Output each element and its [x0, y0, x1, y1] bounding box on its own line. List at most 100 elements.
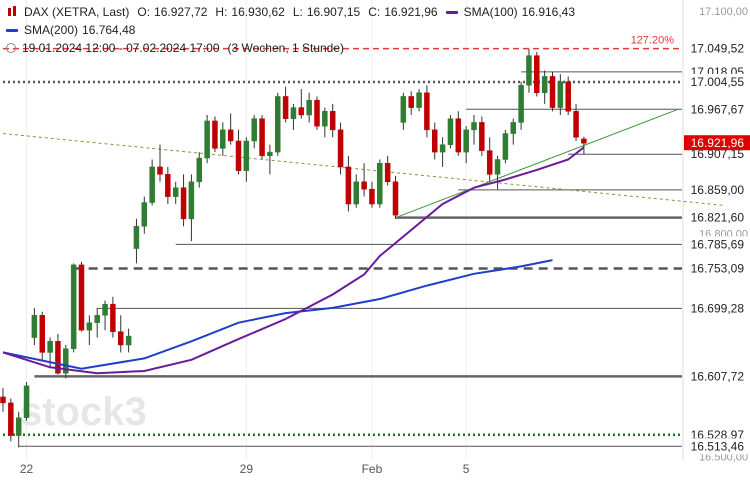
candle-body — [125, 335, 132, 346]
candle-body — [259, 118, 265, 157]
candle-body — [400, 96, 407, 123]
level-label: 16.907,15 — [691, 147, 745, 161]
candle-body — [502, 133, 509, 160]
candle-body — [455, 118, 462, 153]
candle-body — [282, 96, 289, 119]
fib-label: 127.20% — [631, 35, 675, 47]
candle-body — [392, 181, 399, 216]
candle-body — [55, 341, 61, 374]
level-label-bg — [684, 438, 750, 455]
candle-body — [86, 322, 93, 331]
last-price-marker — [684, 135, 750, 151]
level-label-bg — [684, 236, 750, 253]
close-label: C: — [368, 5, 381, 19]
x-tick-label: 5 — [463, 462, 470, 476]
level-label-bg — [684, 73, 750, 90]
x-tick-label: Feb — [362, 462, 383, 476]
level-label: 16.785,69 — [691, 237, 745, 251]
candle-body — [251, 118, 257, 142]
candle-body — [416, 92, 422, 108]
candle-body — [23, 385, 30, 418]
candle-body — [377, 162, 383, 205]
level-label: 16.859,00 — [691, 183, 745, 197]
sma100-line — [2, 146, 585, 375]
sma200-line — [2, 259, 553, 370]
candle-body — [8, 402, 14, 436]
candle-body — [275, 96, 281, 153]
candle-body — [557, 81, 564, 108]
candle-body — [322, 111, 328, 127]
x-tick-label: 22 — [20, 462, 34, 476]
candle-body — [94, 315, 100, 323]
candle-body — [267, 151, 273, 157]
candle-body — [573, 111, 579, 138]
candle-body — [157, 166, 163, 175]
close-value: 16.921,96 — [384, 5, 438, 19]
watermark-logo: stock3 — [20, 390, 147, 434]
candle-body — [432, 129, 438, 153]
candle-body — [439, 144, 446, 153]
open-label: O: — [137, 5, 151, 19]
candle-body — [298, 107, 305, 116]
clock-icon — [6, 43, 16, 53]
candle-body — [70, 264, 77, 349]
candlestick-series — [0, 48, 587, 448]
level-label-bg — [684, 40, 750, 57]
candle-body — [118, 331, 124, 346]
level-label: 17.049,52 — [691, 42, 745, 56]
high-label: H: — [215, 5, 228, 19]
candle-body — [180, 187, 187, 220]
candle-body — [463, 129, 469, 153]
last-price-label: 16.921,96 — [691, 136, 745, 150]
x-tick-label: 29 — [240, 462, 254, 476]
level-label: 16.513,46 — [691, 439, 745, 453]
level-label: 16.699,28 — [691, 301, 745, 315]
moving-averages — [2, 146, 585, 375]
candle-body — [110, 303, 116, 332]
period-label: 19.01.2024 12:00 - 07.02.2024 17:00 — [22, 41, 220, 55]
level-label-bg — [684, 300, 750, 317]
candle-body — [424, 92, 430, 131]
candle-body — [31, 315, 38, 338]
candle-body — [133, 226, 140, 249]
level-label-bg — [684, 368, 750, 385]
candle-body — [534, 55, 540, 93]
level-label: 16.821,60 — [691, 211, 745, 225]
level-label-bg — [684, 260, 750, 277]
open-value: 16.927,72 — [154, 5, 208, 19]
candle-body — [63, 348, 69, 374]
legend-row-instrument: DAX (XETRA, Last) O: 16.927,72 H: 16.930… — [6, 3, 575, 21]
candle-body — [353, 181, 359, 205]
candle-body — [212, 120, 218, 149]
trendline — [395, 108, 679, 219]
time-axis: 22 29 Feb 5 — [20, 462, 470, 476]
low-value: 16.907,15 — [306, 5, 361, 19]
candle-body — [510, 122, 516, 134]
range-label: (3 Wochen, 1 Stunde) — [227, 41, 345, 55]
line-swatch-icon — [6, 28, 18, 32]
instrument-label: DAX (XETRA, Last) — [24, 5, 130, 19]
sma100-value: 16.916,43 — [521, 5, 576, 19]
legend-row-period: 19.01.2024 12:00 - 07.02.2024 17:00 (3 W… — [6, 39, 575, 57]
level-label: 16.753,09 — [691, 262, 745, 276]
candle-body — [494, 159, 501, 175]
candle-body — [188, 181, 195, 220]
price-axis: 17.100,0017.018,0516.800,0016.500,0017.0… — [682, 0, 750, 463]
candle-body — [447, 118, 454, 145]
level-label: 16.528,97 — [691, 428, 745, 442]
candle-body — [290, 107, 297, 119]
low-label: L: — [292, 5, 303, 19]
level-label-bg — [684, 101, 750, 118]
candle-body — [314, 99, 320, 127]
candle-body — [47, 341, 53, 353]
candle-body — [581, 138, 587, 144]
candle-body — [0, 396, 6, 404]
candle-body — [518, 85, 524, 123]
legend-row-sma200: SMA(200) 16.764,48 — [6, 21, 575, 39]
candle-body — [408, 96, 414, 108]
sma200-label: SMA(200) — [24, 23, 79, 37]
candle-body — [541, 76, 548, 93]
level-label-bg — [684, 209, 750, 226]
candle-body — [15, 417, 22, 436]
